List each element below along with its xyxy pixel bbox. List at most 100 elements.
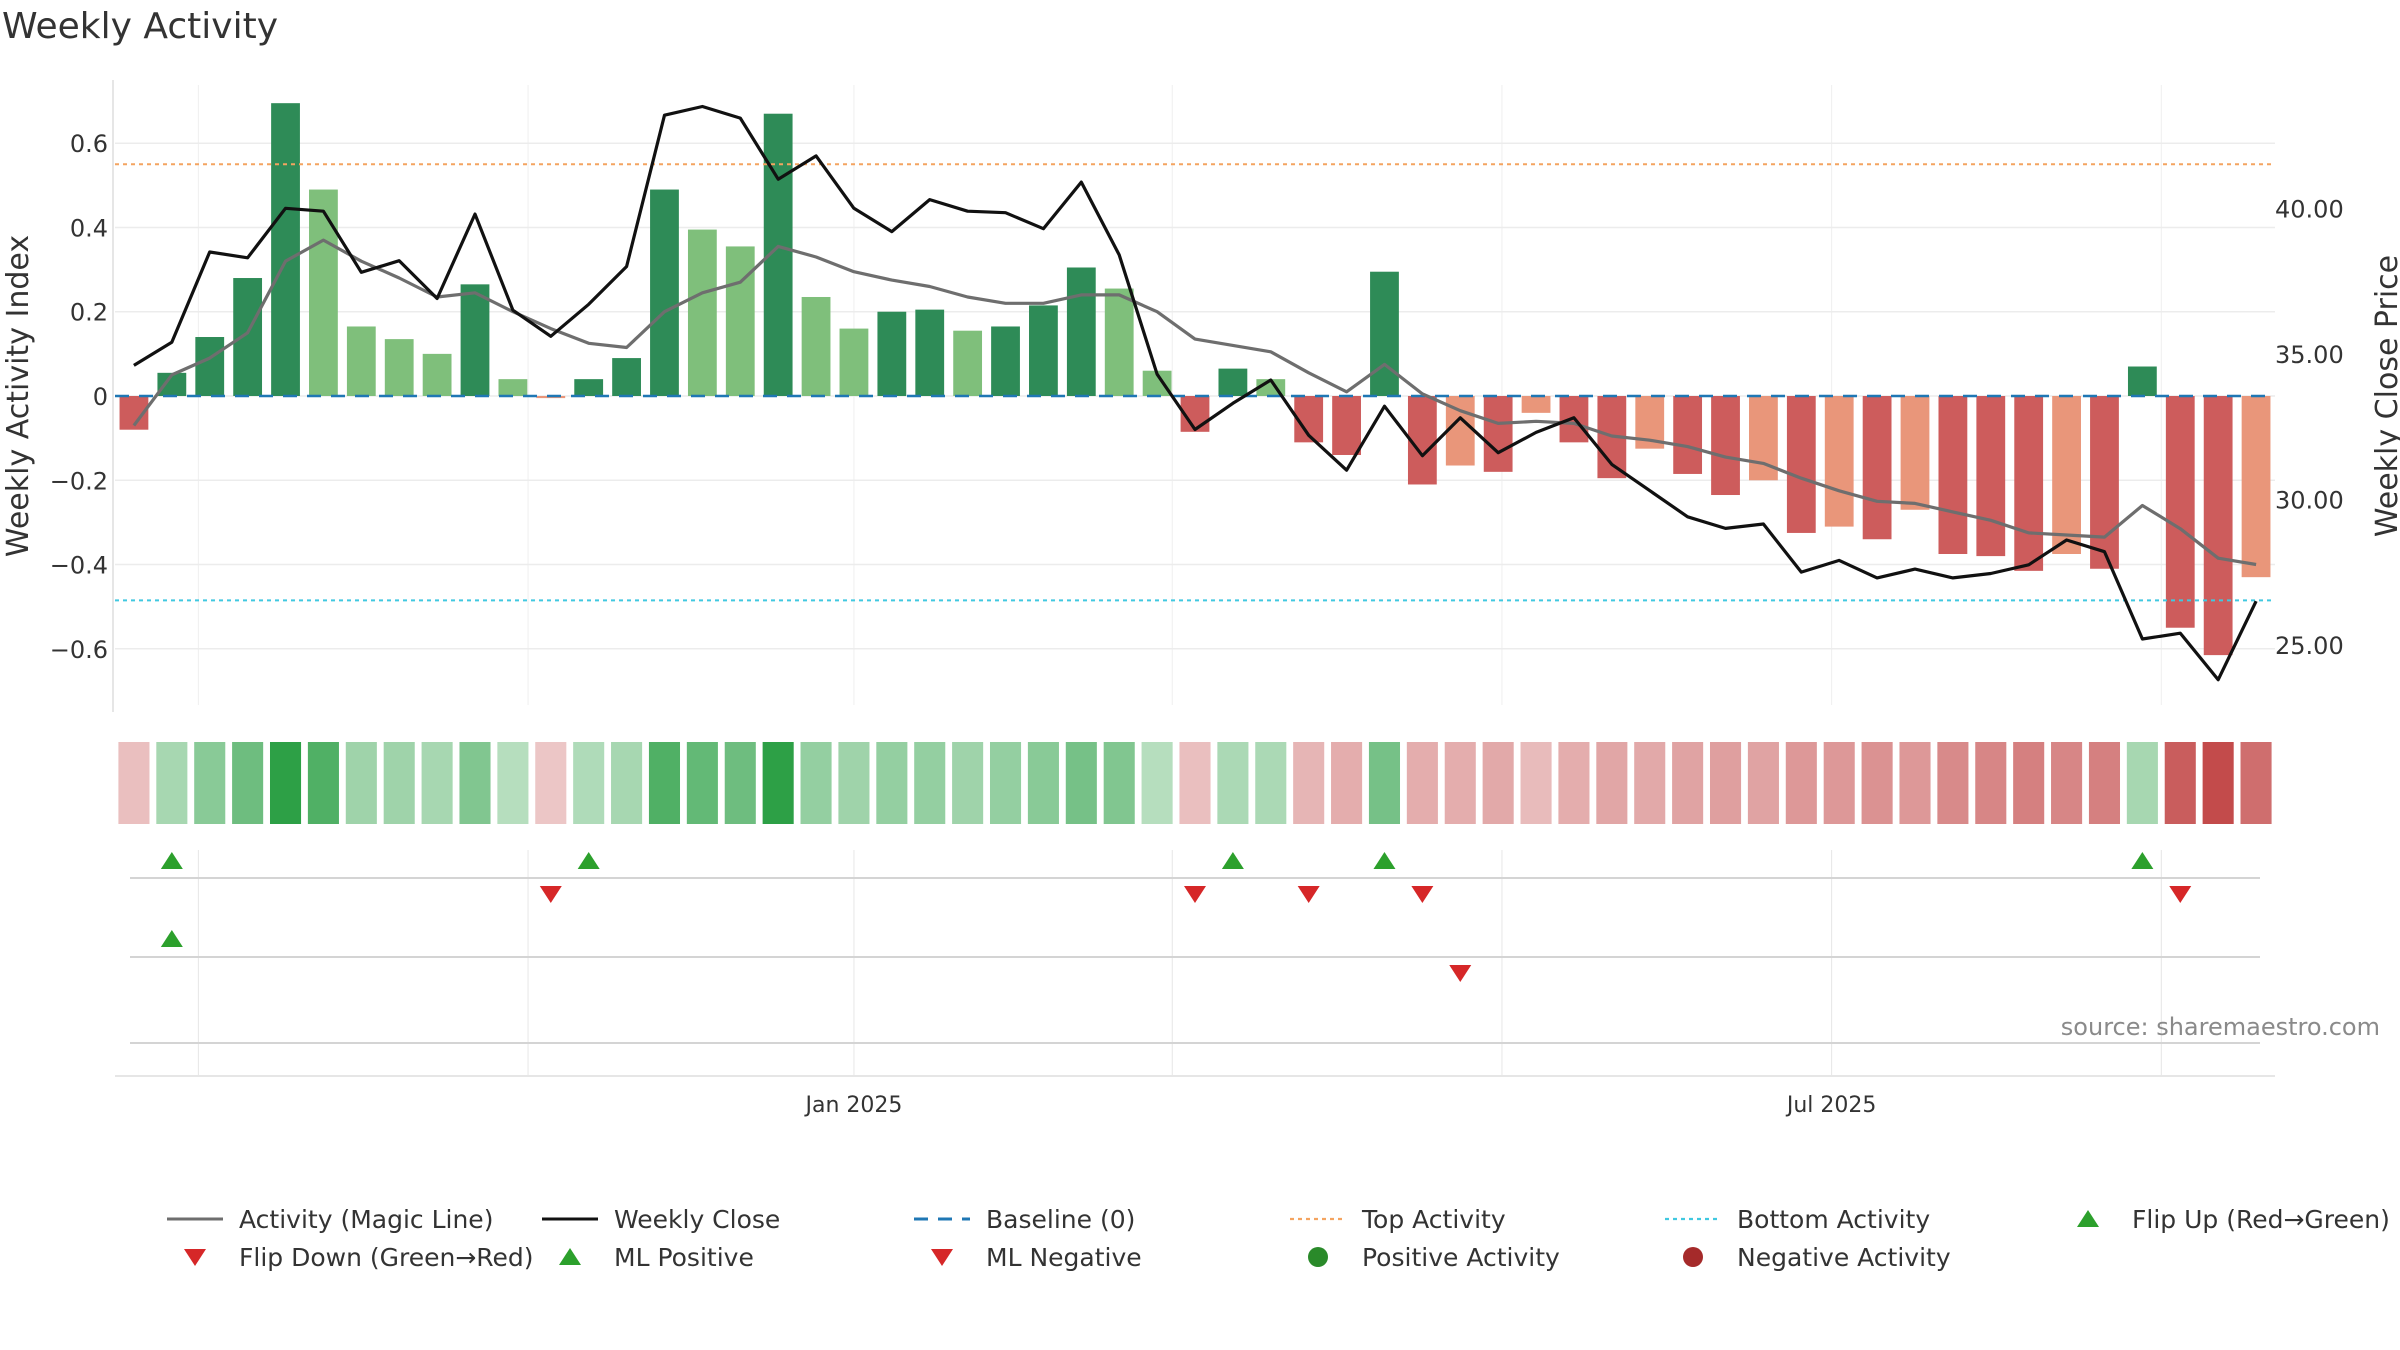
flip-up-marker	[577, 852, 600, 869]
heatmap-cell	[1255, 742, 1287, 824]
chart-title: Weekly Activity	[2, 6, 279, 47]
activity-bar	[2127, 366, 2157, 396]
legend-symbol-shape	[184, 1249, 206, 1266]
magic-line	[132, 238, 2257, 567]
activity-bar	[2052, 396, 2081, 554]
heatmap-cell	[345, 742, 377, 824]
legend-symbol	[1290, 1217, 1346, 1221]
legend-label: Baseline (0)	[986, 1204, 1136, 1234]
activity-bar	[498, 379, 528, 396]
heatmap-cell	[1027, 742, 1059, 824]
activity-bar	[1711, 396, 1740, 496]
y-axis-label: Weekly Activity Index	[1, 235, 36, 557]
activity-bar	[1862, 396, 1892, 540]
heatmap-cell	[1179, 742, 1211, 824]
activity-bar	[801, 296, 831, 396]
y2-axis-label: Weekly Close Price	[2370, 255, 2400, 537]
activity-bar	[422, 353, 452, 396]
activity-bar	[1332, 396, 1361, 455]
legend-symbol	[2077, 1210, 2099, 1227]
legend-item: Flip Down (Green→Red)	[165, 1238, 534, 1276]
legend-item: ML Negative	[912, 1238, 1142, 1276]
activity-bar	[271, 103, 300, 396]
heatmap-cell	[724, 742, 756, 824]
legend-symbol-shape	[1683, 1247, 1703, 1267]
activity-bar	[915, 309, 945, 396]
y-tick-label: −0.6	[50, 636, 108, 664]
legend-label: Top Activity	[1362, 1204, 1506, 1234]
weekly-close-line	[133, 104, 2258, 682]
chart-svg: 0.6 0.4 0.2 0 −0.2 −0.4 −0.6 40.00 35.00 30.00 25.…	[1, 80, 2400, 1118]
heatmap-cell	[1482, 742, 1514, 824]
legend-label: Activity (Magic Line)	[239, 1204, 494, 1234]
activity-bar	[384, 339, 414, 396]
legend-label: Weekly Close	[614, 1204, 781, 1234]
legend-label: Bottom Activity	[1737, 1204, 1931, 1234]
y2-tick-label: 30.00	[2275, 486, 2344, 514]
heatmap-cell	[1747, 742, 1779, 824]
legend-symbol	[184, 1249, 206, 1266]
legend-item: ML Positive	[540, 1238, 754, 1276]
flip-down-marker	[1297, 886, 1320, 903]
heatmap-cell	[2240, 742, 2272, 824]
heatmap-cell	[1634, 742, 1666, 824]
activity-bar	[460, 284, 490, 396]
activity-bar	[1976, 396, 2006, 557]
heatmap-cell	[952, 742, 984, 824]
y-tick-label: 0.4	[70, 214, 108, 242]
activity-bar	[1521, 396, 1551, 413]
x-tick-label: Jan 2025	[803, 1093, 902, 1118]
activity-bar	[2241, 396, 2271, 578]
heatmap-cell	[1406, 742, 1438, 824]
heatmap-cell	[497, 742, 529, 824]
heatmap-cell	[914, 742, 946, 824]
heatmap-cell	[2051, 742, 2083, 824]
flip-down-marker	[2169, 886, 2192, 903]
flip-up-marker	[2131, 852, 2154, 869]
activity-bar	[157, 372, 187, 396]
activity-bar	[687, 229, 717, 396]
legend-symbol	[1308, 1247, 1328, 1267]
legend-symbol-shape	[1308, 1247, 1328, 1267]
heatmap-cell	[800, 742, 832, 824]
legend-symbol	[914, 1217, 970, 1221]
heatmap-cell	[1331, 742, 1363, 824]
legend-label: ML Positive	[614, 1242, 754, 1272]
activity-bar	[2165, 396, 2195, 628]
y-tick-label: 0	[93, 383, 108, 411]
flip-up-marker	[1373, 852, 1396, 869]
x-tick-label: Jul 2025	[1785, 1093, 1877, 1118]
heatmap-cell	[648, 742, 681, 824]
legend-symbol	[931, 1249, 953, 1266]
activity-bar	[650, 189, 679, 396]
activity-bar	[1370, 271, 1399, 396]
y-tick-label: 0.2	[70, 299, 108, 327]
activity-bar	[877, 311, 907, 396]
legend-item: Baseline (0)	[912, 1200, 1135, 1238]
heatmap-cell	[383, 742, 415, 824]
heatmap-cell	[1861, 742, 1893, 824]
heatmap-cell	[876, 742, 908, 824]
activity-bar	[2090, 396, 2119, 569]
heatmap-cell	[1520, 742, 1552, 824]
heatmap-cell	[269, 742, 302, 824]
heatmap-cell	[1558, 742, 1590, 824]
y-tick-label: −0.4	[50, 552, 108, 580]
activity-bar	[991, 326, 1020, 396]
flip-up-marker	[160, 852, 183, 869]
legend-item: Weekly Close	[540, 1200, 780, 1238]
activity-bar	[1407, 396, 1437, 485]
legend-symbol-shape	[2077, 1210, 2099, 1227]
ml-negative-marker	[1449, 965, 1472, 982]
heatmap-cell	[1709, 742, 1742, 824]
legend-symbol	[1683, 1247, 1703, 1267]
activity-bar	[612, 358, 641, 396]
heatmap-cell	[535, 742, 567, 824]
heatmap-cell	[1141, 742, 1173, 824]
activity-bar	[839, 328, 869, 396]
activity-bar	[574, 379, 604, 396]
flip-down-marker	[1184, 886, 1206, 903]
legend-symbol	[559, 1248, 581, 1265]
activity-bar	[1029, 305, 1058, 396]
